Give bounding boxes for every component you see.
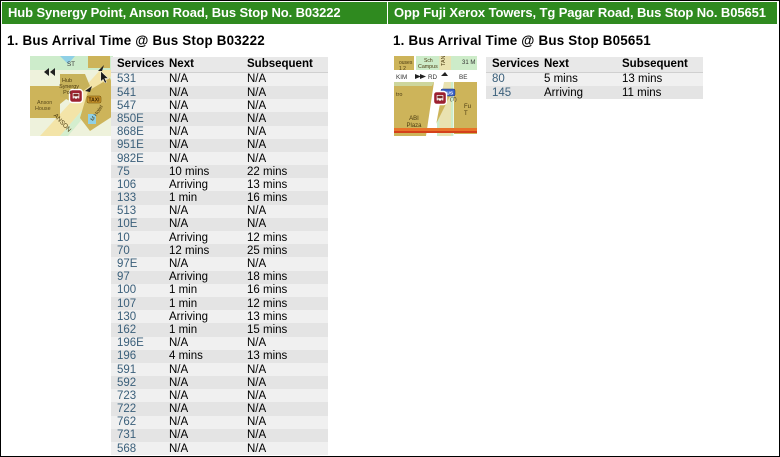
svg-text:TAXI: TAXI [88,97,100,103]
svg-text:ST: ST [67,61,75,68]
svg-text:Poi: Poi [63,90,71,96]
svg-text:Campus: Campus [418,64,438,70]
svg-text:House: House [35,106,51,112]
svg-text:Plaza: Plaza [406,123,422,129]
svg-text:Fu: Fu [464,104,471,110]
svg-text:BE: BE [459,74,467,81]
svg-text:(7): (7) [450,97,457,103]
svg-text:TAN: TAN [441,56,447,66]
svg-text:31 M: 31 M [462,60,475,66]
svg-text:tro: tro [396,92,402,98]
svg-text:RD: RD [428,74,438,81]
svg-text:T: T [464,111,468,117]
svg-text:1 2: 1 2 [399,66,406,72]
svg-text:ABI: ABI [409,116,419,122]
svg-text:KIM: KIM [396,74,407,81]
